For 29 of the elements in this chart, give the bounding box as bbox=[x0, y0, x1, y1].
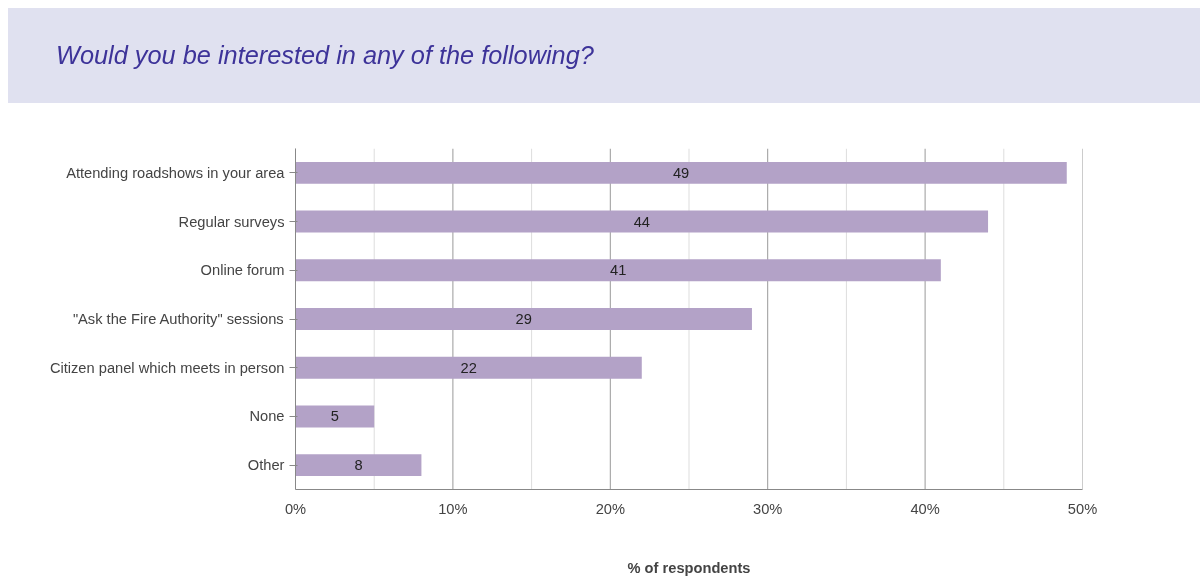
data-label: 29 bbox=[515, 311, 532, 327]
y-tick-label: Attending roadshows in your area bbox=[66, 164, 286, 181]
bar bbox=[295, 259, 941, 282]
x-tick-label: 10% bbox=[438, 500, 468, 517]
data-label: 22 bbox=[460, 359, 477, 376]
y-tick-label: None bbox=[249, 408, 285, 425]
bar bbox=[295, 405, 375, 428]
x-tick-label: 0% bbox=[284, 500, 307, 517]
y-tick-label: Citizen panel which meets in person bbox=[49, 359, 285, 376]
x-tick-label: 30% bbox=[753, 500, 783, 517]
data-label: 44 bbox=[633, 213, 650, 230]
data-label: 8 bbox=[354, 457, 363, 474]
data-label: 41 bbox=[610, 262, 627, 279]
bar bbox=[295, 210, 989, 233]
chart-title: Would you be interested in any of the following? bbox=[56, 40, 594, 71]
x-tick-label: 40% bbox=[910, 500, 940, 517]
bar bbox=[295, 454, 422, 477]
x-tick-label: 50% bbox=[1067, 500, 1098, 517]
y-tick-label: Regular surveys bbox=[178, 213, 285, 230]
y-tick-label: Other bbox=[247, 457, 285, 474]
y-tick-label: "Ask the Fire Authority" sessions bbox=[72, 311, 284, 327]
bar bbox=[295, 356, 642, 379]
data-label: 49 bbox=[672, 164, 690, 181]
bar bbox=[295, 161, 1067, 184]
x-tick-label: 20% bbox=[595, 500, 625, 517]
data-label: 5 bbox=[330, 408, 339, 425]
y-tick-label: Online forum bbox=[200, 262, 285, 279]
bar bbox=[295, 308, 752, 330]
x-axis-title: % of respondents bbox=[627, 559, 751, 576]
